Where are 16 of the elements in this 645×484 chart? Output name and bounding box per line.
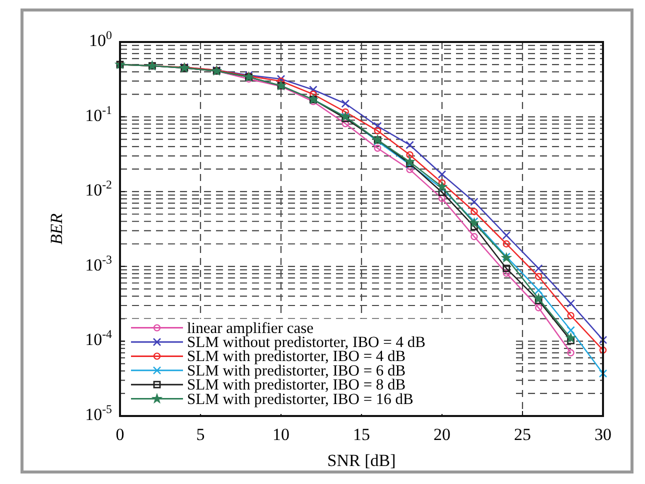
- x-tick-label: 5: [196, 425, 205, 444]
- y-tick-label: 10$^{-3}$: [85, 252, 112, 274]
- y-tick-label: 10$^{-2}$: [85, 178, 112, 200]
- x-axis-title: SNR [dB]: [327, 451, 396, 470]
- x-tick-label: 15: [353, 425, 370, 444]
- x-tick-label: 10: [272, 425, 290, 444]
- x-tick-label: 0: [116, 425, 124, 444]
- legend-label: linear amplifier case: [187, 320, 314, 337]
- x-tick-label: 30: [594, 425, 612, 444]
- y-tick-label: 10$^{-1}$: [85, 102, 112, 125]
- y-tick-label: 10$^{-5}$: [85, 402, 112, 424]
- x-tick-label: 20: [434, 425, 450, 444]
- y-tick-label: 10$^{-4}$: [85, 327, 112, 350]
- y-tick-label: 10$^{0}$: [89, 28, 112, 50]
- y-axis-title: BER: [47, 212, 66, 245]
- x-tick-label: 25: [514, 425, 531, 444]
